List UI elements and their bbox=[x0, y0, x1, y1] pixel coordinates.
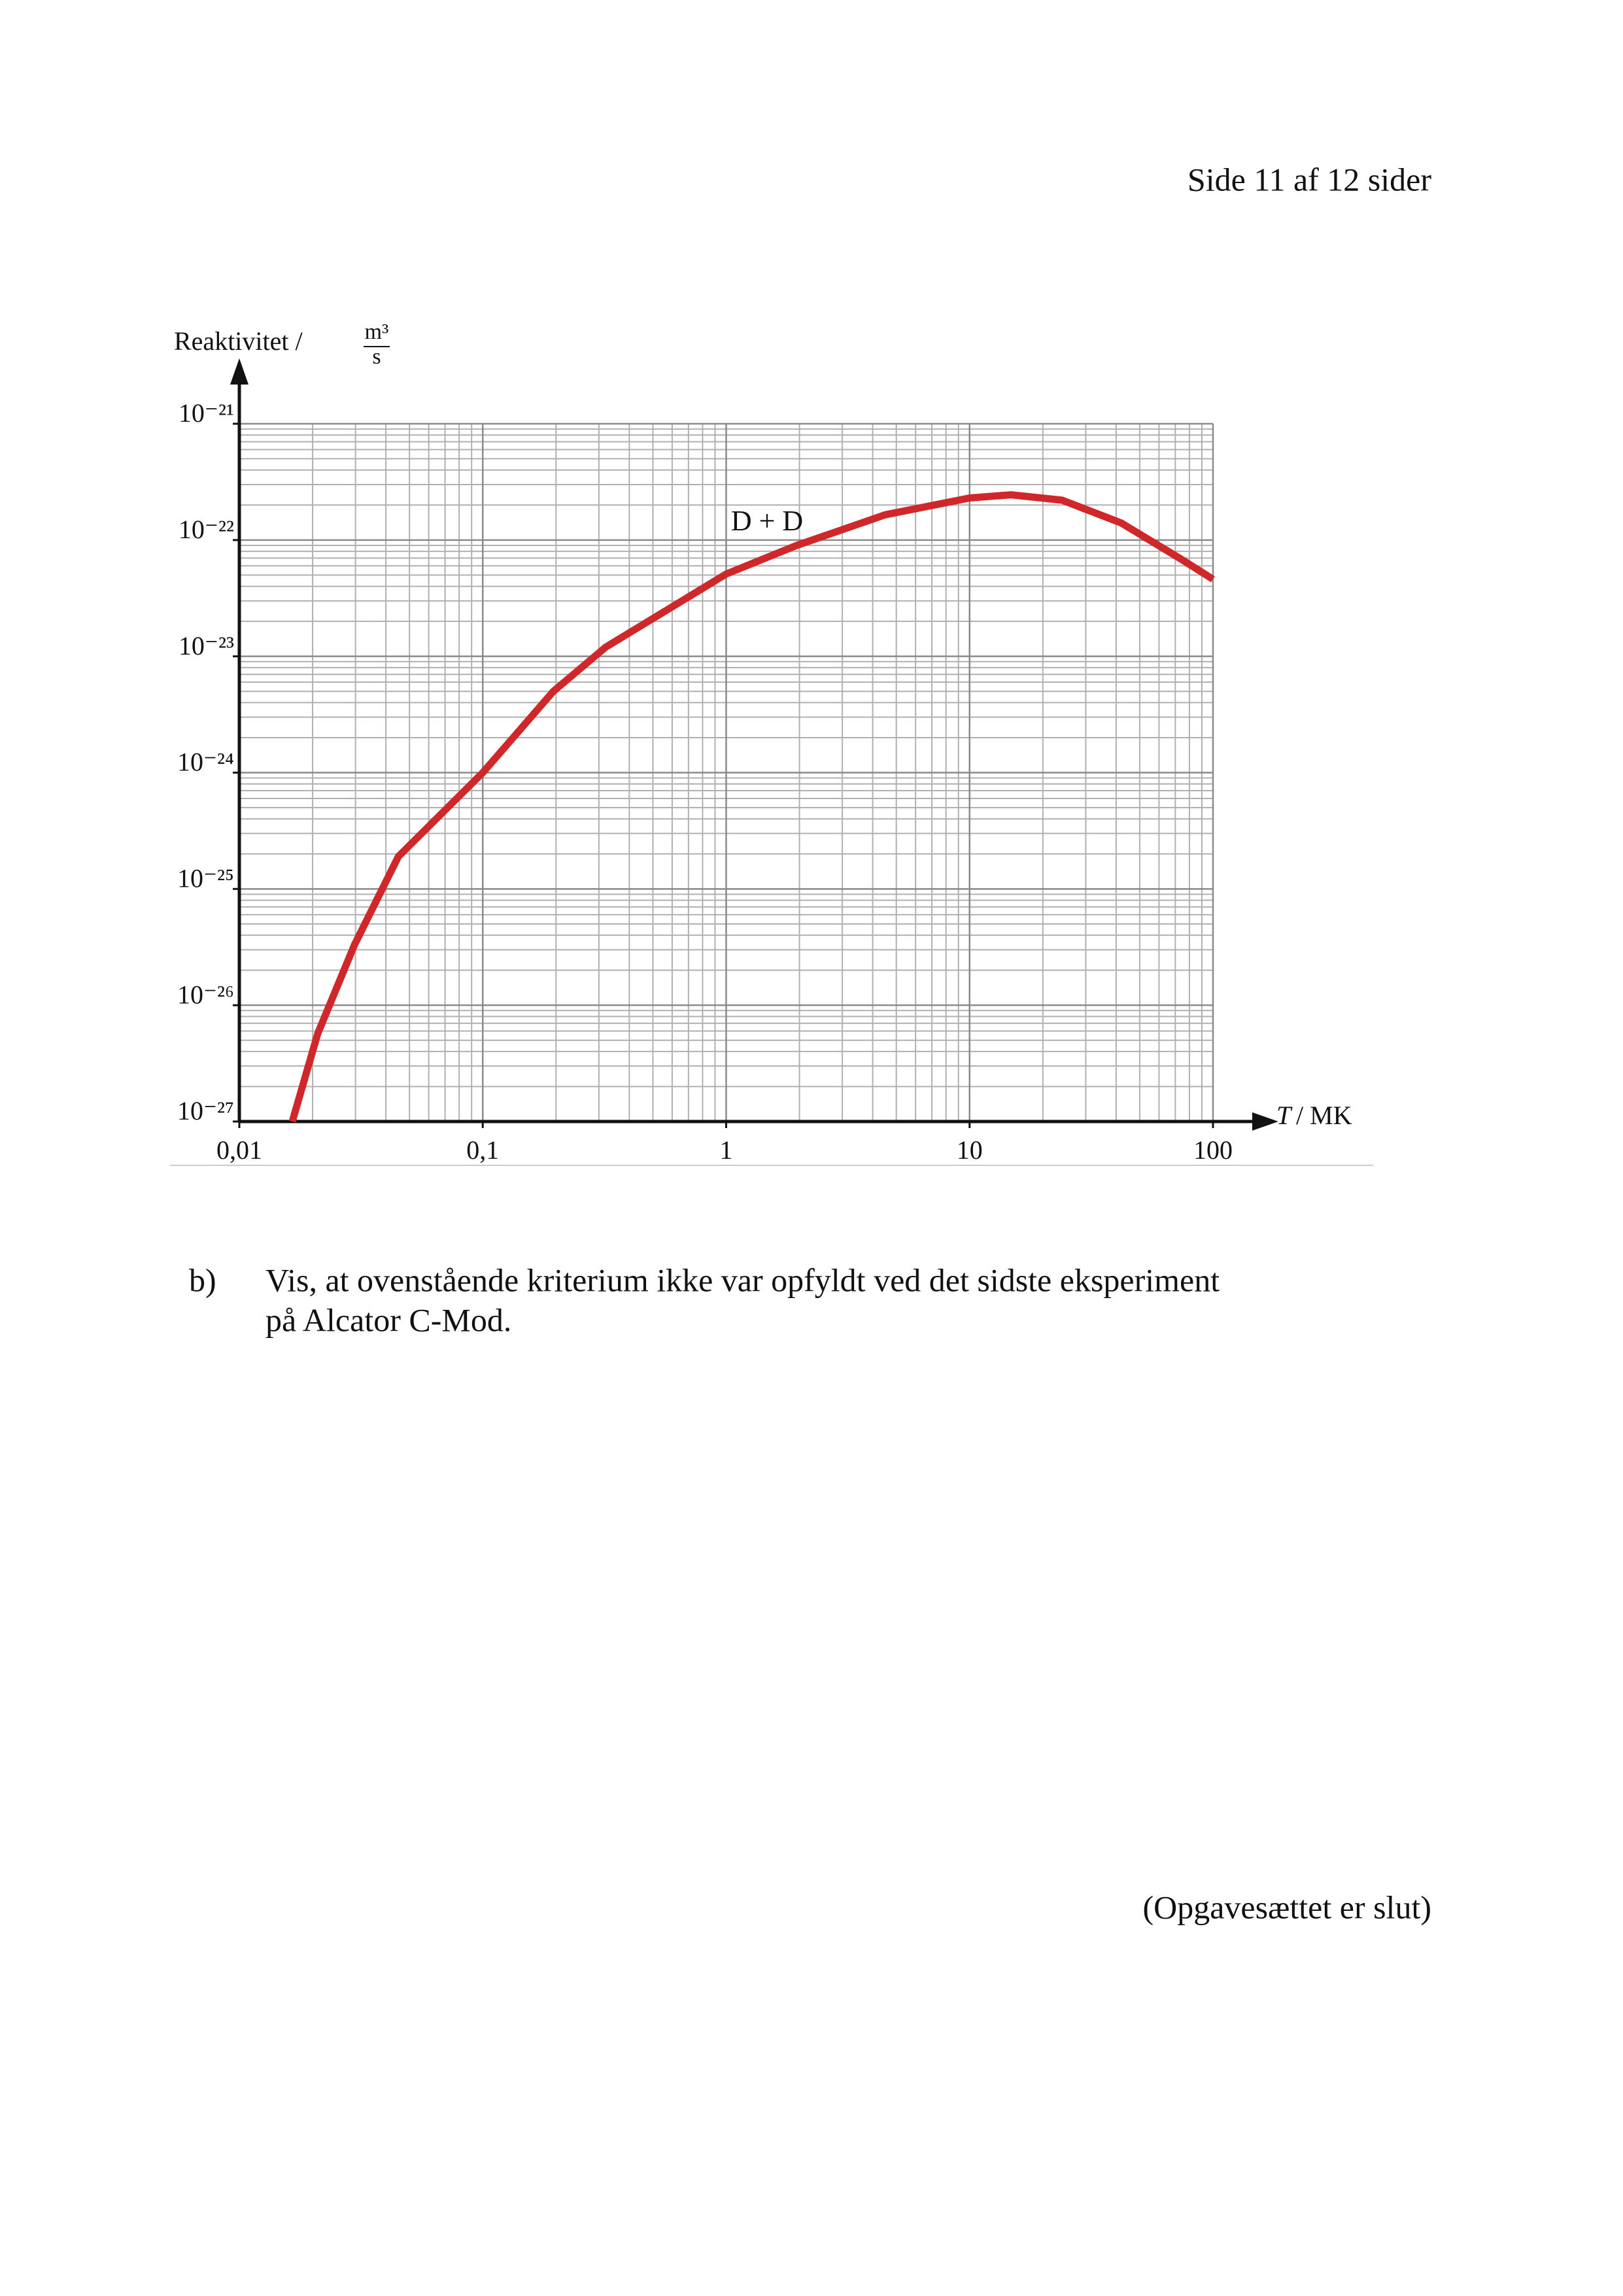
x-axis-arrow bbox=[1252, 1112, 1278, 1131]
x-tick-label: 10 bbox=[957, 1135, 983, 1165]
footer: (Opgavesættet er slut) bbox=[1142, 1889, 1431, 1925]
x-axis-symbol: T bbox=[1276, 1101, 1293, 1130]
page-header: Side 11 af 12 sider bbox=[1187, 161, 1431, 197]
x-tick-label: 100 bbox=[1193, 1135, 1233, 1165]
x-tick-label: 0,1 bbox=[466, 1135, 499, 1165]
y-tick-label: 10⁻²⁵ bbox=[177, 864, 234, 893]
y-tick-label: 10⁻²³ bbox=[179, 631, 234, 660]
series-label: D + D bbox=[731, 505, 803, 537]
x-axis-unit: / MK bbox=[1296, 1101, 1352, 1130]
y-tick-label: 10⁻²⁴ bbox=[177, 747, 234, 777]
question-text: på Alcator C-Mod. bbox=[265, 1301, 511, 1338]
question-text: Vis, at ovenstående kriterium ikke var o… bbox=[265, 1261, 1220, 1298]
y-unit-denominator: s bbox=[372, 345, 381, 369]
y-axis-arrow bbox=[230, 358, 248, 385]
y-unit-numerator: m³ bbox=[365, 320, 389, 344]
data-line bbox=[288, 491, 1215, 1123]
y-axis-label: Reaktivitet / bbox=[174, 326, 303, 356]
y-tick-label: 10⁻²⁷ bbox=[177, 1096, 234, 1125]
x-tick-label: 0,01 bbox=[216, 1135, 262, 1165]
y-tick-label: 10⁻²² bbox=[179, 515, 234, 544]
x-tick-label: 1 bbox=[720, 1135, 733, 1165]
plot: 0,01 0,1 1 10 100 10⁻²⁷ 10⁻²⁶ 10⁻²⁵ 10⁻²⁴ 10⁻²³ 10… bbox=[177, 358, 1278, 1165]
y-tick-label: 10⁻²⁶ bbox=[177, 980, 234, 1009]
question-label: b) bbox=[189, 1261, 216, 1298]
y-tick-label: 10⁻²¹ bbox=[179, 398, 234, 428]
